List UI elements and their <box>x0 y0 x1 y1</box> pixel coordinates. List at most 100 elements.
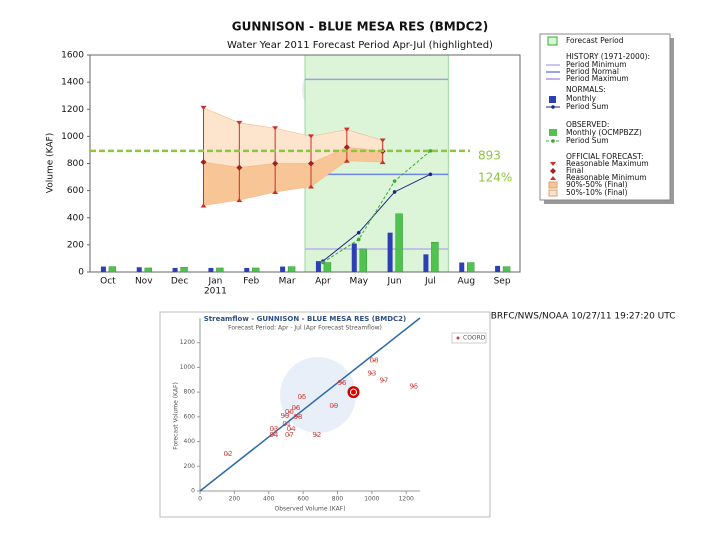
legend-box <box>539 33 671 201</box>
point-label: 00 <box>285 408 294 416</box>
point <box>341 382 343 384</box>
reasonable-max <box>308 134 314 139</box>
final <box>236 164 243 171</box>
legend-swatch <box>548 189 558 197</box>
current-forecast-ring <box>349 388 357 396</box>
point-label: 03 <box>269 425 278 433</box>
point <box>413 385 415 388</box>
y-tick-label: 1200 <box>61 105 84 115</box>
chart-title: GUNNISON - BLUE MESA RES (BMDC2) <box>232 20 489 34</box>
bar <box>108 266 117 273</box>
x-tick-label: Sep <box>494 277 511 287</box>
observed-total-label: 893 <box>478 149 501 163</box>
y-tick-label: 1200 <box>180 339 195 346</box>
bar <box>459 262 465 272</box>
point <box>373 359 375 362</box>
point-label: 98 <box>294 413 303 421</box>
x-tick-label: Mar <box>279 277 296 287</box>
point <box>273 434 275 436</box>
observed-period-sum-point <box>321 260 325 265</box>
point-label: 94 <box>269 431 278 439</box>
reasonable-min <box>379 160 386 165</box>
x-tick-label: Jan <box>207 277 222 287</box>
point-label: 07 <box>285 431 294 439</box>
legend-swatch <box>548 181 558 189</box>
scatter-title: Streamflow - GUNNISON - BLUE MESA RES (B… <box>204 315 407 323</box>
x-tick-label: Apr <box>315 277 331 287</box>
reasonable-min <box>200 203 207 208</box>
reasonable-min <box>272 189 279 194</box>
point <box>333 405 335 407</box>
legend-text: Reasonable Minimum <box>566 173 647 182</box>
normal-period-sum-point <box>428 172 433 177</box>
observed-period-sum <box>322 150 431 263</box>
point-label: 97 <box>379 376 388 384</box>
percent-label: 124% <box>478 171 512 185</box>
y-tick-label: 1600 <box>61 51 84 61</box>
point-label: 99 <box>280 412 289 420</box>
chart-subtitle: Water Year 2011 Forecast Period Apr-Jul … <box>227 40 493 51</box>
x-tick-label: Oct <box>100 277 116 287</box>
bar <box>359 248 367 273</box>
legend-swatch <box>551 139 555 143</box>
footer: CBRFC/NWS/NOAA 10/27/11 19:27:20 UTC <box>484 312 675 322</box>
bar <box>287 266 296 273</box>
reasonable-max <box>272 126 279 131</box>
observed-period-sum-point <box>356 237 361 242</box>
bar <box>431 241 439 273</box>
x-tick-label: 1000 <box>364 496 379 503</box>
point <box>371 372 373 375</box>
point-label: 92 <box>312 431 321 439</box>
point <box>285 423 288 425</box>
bar <box>216 267 224 273</box>
final <box>200 159 207 166</box>
legend-text: Period Sum <box>566 136 609 145</box>
legend-text: Forecast Period <box>566 36 624 45</box>
x-tick-label: 200 <box>229 496 241 503</box>
y-tick-label: 600 <box>184 413 196 420</box>
bar <box>252 267 260 273</box>
reasonable-min <box>343 158 350 163</box>
legend-swatch <box>551 105 555 109</box>
watermark <box>280 357 356 433</box>
point-label: 05 <box>297 393 306 401</box>
reasonable-max <box>236 120 243 125</box>
reasonable-max <box>379 138 386 143</box>
legend-swatch <box>456 336 460 340</box>
legend-text: Reasonable Maximum <box>566 159 649 168</box>
y-tick-label: 0 <box>191 488 195 495</box>
year-label: 2011 <box>204 287 227 297</box>
bar <box>100 266 106 272</box>
legend-text: OFFICIAL FORECAST: <box>566 152 643 161</box>
point-label: 95 <box>409 383 418 391</box>
point <box>288 411 291 413</box>
point-label: 02 <box>224 450 233 458</box>
y-tick-label: 1400 <box>61 78 84 88</box>
point <box>288 434 291 436</box>
legend-text: 90%-50% (Final) <box>566 180 628 189</box>
point <box>297 416 299 418</box>
y-tick-label: 400 <box>67 213 84 223</box>
point-label: 06 <box>291 404 300 412</box>
bar <box>495 265 501 272</box>
x-tick-label: May <box>349 277 368 287</box>
y-tick-label: 200 <box>184 463 196 470</box>
x-tick-label: Nov <box>135 277 153 287</box>
legend-text: Period Maximum <box>566 74 629 83</box>
bar <box>172 267 178 272</box>
point <box>273 428 275 430</box>
bar <box>502 266 511 273</box>
y-tick-label: 0 <box>78 268 84 278</box>
reasonable-max <box>200 105 207 110</box>
y-axis-label: Volume (KAF) <box>46 133 56 193</box>
current-forecast <box>347 386 360 399</box>
bar <box>180 267 188 273</box>
reasonable-min <box>308 184 314 189</box>
legend-text: Monthly <box>566 94 597 103</box>
point <box>290 428 292 431</box>
point-label: 01 <box>282 420 291 428</box>
x-axis-label: Observed Volume (KAF) <box>274 506 345 513</box>
y-tick-label: 400 <box>184 438 196 445</box>
x-tick-label: 800 <box>332 496 344 503</box>
